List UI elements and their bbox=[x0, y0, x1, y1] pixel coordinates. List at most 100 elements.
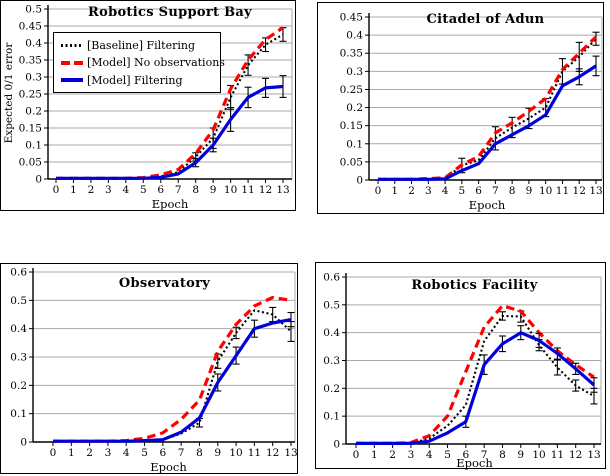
svg-text:11: 11 bbox=[248, 447, 261, 459]
svg-text:1: 1 bbox=[391, 185, 398, 197]
chart-canvas-robotics-facility: 00.10.20.30.40.50.60 1 2 3 4 5 6 7 8 9 10 11 12 13 bbox=[323, 272, 602, 461]
svg-text:4: 4 bbox=[426, 449, 433, 461]
svg-text:10: 10 bbox=[532, 449, 545, 461]
svg-text:13: 13 bbox=[587, 449, 600, 461]
svg-text:9: 9 bbox=[526, 185, 533, 197]
svg-text:9: 9 bbox=[517, 449, 524, 461]
chart-title: Robotics Support Bay bbox=[88, 5, 252, 20]
svg-text:3: 3 bbox=[408, 449, 415, 461]
svg-text:11: 11 bbox=[241, 184, 254, 196]
svg-text:0: 0 bbox=[356, 175, 363, 187]
panel-observatory: 0 0.1 0.2 0.3 0.4 0.5 0.6 0 1 2 3 4 5 6 7 8 9 10 11 12 13 Ob… bbox=[0, 263, 298, 474]
svg-text:7: 7 bbox=[175, 184, 182, 196]
svg-text:4: 4 bbox=[442, 185, 449, 197]
svg-text:0.15: 0.15 bbox=[19, 123, 42, 135]
legend-box: [Baseline] Filtering [Model] No observat… bbox=[53, 32, 225, 93]
dotted-line-icon bbox=[61, 43, 83, 47]
svg-text:0.3: 0.3 bbox=[25, 72, 42, 84]
svg-text:0.45: 0.45 bbox=[340, 12, 363, 24]
x-axis-label: Epoch bbox=[456, 456, 493, 470]
svg-text:6: 6 bbox=[463, 449, 470, 461]
svg-text:0: 0 bbox=[353, 449, 360, 461]
svg-text:1: 1 bbox=[371, 449, 378, 461]
svg-text:0.5: 0.5 bbox=[25, 4, 42, 16]
svg-text:2: 2 bbox=[389, 449, 396, 461]
svg-text:12: 12 bbox=[266, 447, 279, 459]
svg-text:7: 7 bbox=[492, 185, 499, 197]
svg-text:11: 11 bbox=[556, 185, 569, 197]
svg-text:0.05: 0.05 bbox=[19, 157, 42, 169]
chart-canvas-citadel-of-adun: 00.050.10.150.20.250.30.350.40.450 1 2 3 4 5 6… bbox=[340, 12, 603, 198]
svg-text:9: 9 bbox=[214, 447, 221, 459]
svg-text:5: 5 bbox=[140, 184, 147, 196]
svg-text:0.45: 0.45 bbox=[19, 21, 42, 33]
legend-label: [Model] Filtering bbox=[87, 73, 183, 87]
svg-text:0.4: 0.4 bbox=[346, 30, 363, 42]
svg-text:0.4: 0.4 bbox=[10, 323, 27, 335]
svg-text:2: 2 bbox=[88, 184, 95, 196]
legend-item-model-no-observations: [Model] No observations bbox=[61, 56, 225, 69]
svg-text:0.4: 0.4 bbox=[25, 38, 42, 50]
chart-canvas-robotics-support-bay: 00.050.10.150.20.250.30.350.40.450.50 1 2 3… bbox=[19, 4, 293, 196]
svg-text:0.1: 0.1 bbox=[25, 140, 42, 152]
svg-text:13: 13 bbox=[589, 185, 602, 197]
svg-text:8: 8 bbox=[196, 447, 203, 459]
svg-text:1: 1 bbox=[70, 184, 77, 196]
svg-text:13: 13 bbox=[276, 184, 289, 196]
panel-citadel-of-adun: 0 0.05 0.1 0.15 0.2 0.25 0.3 0.35 0.4 0.45 0 1 2 3 4 5 6… bbox=[317, 2, 604, 214]
y-axis-label: Expected 0/1 error bbox=[3, 42, 15, 144]
svg-text:5: 5 bbox=[444, 449, 451, 461]
svg-text:0: 0 bbox=[50, 447, 57, 459]
svg-text:0.3: 0.3 bbox=[346, 66, 363, 78]
svg-text:5: 5 bbox=[459, 185, 466, 197]
svg-text:0.35: 0.35 bbox=[19, 55, 42, 67]
svg-text:6: 6 bbox=[160, 447, 167, 459]
svg-text:0.6: 0.6 bbox=[323, 272, 340, 284]
svg-text:0.2: 0.2 bbox=[10, 380, 27, 392]
svg-text:8: 8 bbox=[192, 184, 199, 196]
svg-text:0.2: 0.2 bbox=[25, 106, 42, 118]
x-axis-label: Epoch bbox=[151, 197, 189, 211]
svg-text:0.5: 0.5 bbox=[323, 299, 340, 311]
svg-text:12: 12 bbox=[573, 185, 586, 197]
svg-text:10: 10 bbox=[539, 185, 552, 197]
chart-title: Observatory bbox=[118, 276, 211, 291]
svg-text:4: 4 bbox=[123, 184, 130, 196]
svg-text:0.35: 0.35 bbox=[340, 48, 363, 60]
svg-text:12: 12 bbox=[259, 184, 272, 196]
x-axis-label: Epoch bbox=[150, 460, 187, 474]
legend-item-model-filtering: [Model] Filtering bbox=[61, 74, 218, 87]
svg-text:0.15: 0.15 bbox=[340, 120, 363, 132]
svg-text:0.2: 0.2 bbox=[346, 102, 363, 114]
legend-item-baseline-filtering: [Baseline] Filtering bbox=[61, 39, 218, 52]
svg-text:4: 4 bbox=[123, 447, 130, 459]
x-axis-label: Epoch bbox=[468, 198, 506, 212]
chart-canvas-observatory: 00.10.20.30.40.50.60 1 2 3 4 5 6 7 8 9 10 11 12 13 bbox=[10, 267, 297, 460]
svg-text:0.5: 0.5 bbox=[10, 295, 27, 307]
panel-robotics-facility: 0 0.1 0.2 0.3 0.4 0.5 0.6 0 1 2 3 4 5 6 7 8 9 10 11 12 13 Ro… bbox=[315, 262, 606, 470]
svg-text:8: 8 bbox=[509, 185, 516, 197]
svg-text:0: 0 bbox=[375, 185, 382, 197]
svg-text:0.1: 0.1 bbox=[346, 138, 363, 150]
dashed-line-icon bbox=[61, 60, 83, 65]
panel-robotics-support-bay: 0 0.05 0.1 0.15 0.2 0.25 0.3 0.35 0.4 0.45 0.5 0 1 2 3… bbox=[0, 0, 296, 211]
svg-text:0.3: 0.3 bbox=[323, 355, 340, 367]
svg-text:8: 8 bbox=[499, 449, 506, 461]
svg-text:10: 10 bbox=[229, 447, 242, 459]
svg-text:2: 2 bbox=[86, 447, 93, 459]
svg-text:0.1: 0.1 bbox=[10, 408, 27, 420]
svg-text:0: 0 bbox=[53, 184, 60, 196]
svg-text:0.25: 0.25 bbox=[19, 89, 42, 101]
chart-title: Robotics Facility bbox=[411, 278, 538, 293]
svg-text:2: 2 bbox=[408, 185, 415, 197]
svg-text:0.2: 0.2 bbox=[323, 383, 340, 395]
svg-text:7: 7 bbox=[481, 449, 488, 461]
svg-text:3: 3 bbox=[425, 185, 432, 197]
solid-line-icon bbox=[61, 78, 83, 82]
svg-text:6: 6 bbox=[475, 185, 482, 197]
chart-title: Citadel of Adun bbox=[426, 12, 545, 27]
svg-text:5: 5 bbox=[141, 447, 148, 459]
svg-text:0.4: 0.4 bbox=[323, 327, 340, 339]
svg-text:0.3: 0.3 bbox=[10, 352, 27, 364]
